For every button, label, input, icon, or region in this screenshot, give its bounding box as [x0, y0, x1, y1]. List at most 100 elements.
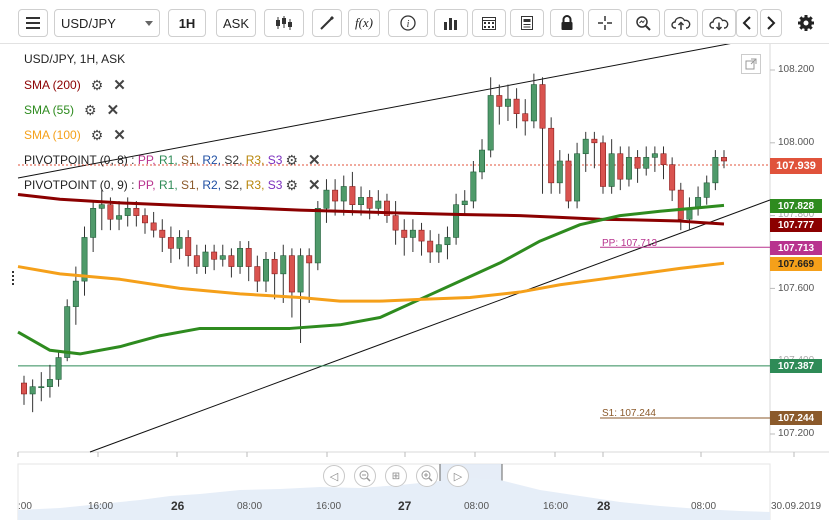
y-tick: 107.800: [778, 209, 815, 220]
pan-left-button[interactable]: ◁: [323, 465, 345, 487]
candle-body: [280, 255, 287, 275]
indicators-button[interactable]: [434, 9, 468, 37]
candle-body: [193, 255, 200, 267]
x-tick: 16:00: [543, 501, 569, 512]
x-tick: 08:00: [691, 501, 717, 512]
scroll-right-button[interactable]: [760, 9, 782, 37]
sma55-line: [17, 203, 725, 356]
navigator-area: [18, 478, 770, 520]
menu-button[interactable]: [18, 9, 48, 37]
x-tick: 26: [171, 499, 185, 513]
price-type-button[interactable]: ASK: [216, 9, 256, 37]
pan-right-button[interactable]: ▷: [447, 465, 469, 487]
chevron-right-icon: [767, 16, 776, 30]
candle-body: [522, 113, 529, 122]
close-icon[interactable]: ✕: [106, 102, 120, 119]
candle-body: [29, 386, 36, 395]
candle-body: [323, 189, 330, 209]
reset-zoom-button[interactable]: ⊞: [385, 465, 407, 487]
candle-body: [358, 197, 365, 205]
symbol-select[interactable]: USD/JPY: [54, 9, 160, 37]
scroll-left-button[interactable]: [736, 9, 758, 37]
zoom-in-button[interactable]: [416, 465, 438, 487]
pivot1-label: PIVOTPOINT (0, 8): [24, 153, 128, 167]
candle-body: [306, 255, 313, 264]
draw-button[interactable]: [312, 9, 342, 37]
candle-body: [185, 237, 192, 256]
gear-icon[interactable]: ⚙: [90, 126, 104, 143]
pivot2-label: PIVOTPOINT (0, 9): [24, 178, 128, 192]
close-icon[interactable]: ✕: [308, 177, 321, 194]
pivot-sep: :: [131, 178, 135, 192]
candle-body: [513, 98, 520, 114]
price-chart[interactable]: [0, 44, 829, 520]
candle-body: [427, 240, 434, 253]
chevron-down-icon: [145, 20, 153, 26]
pivot-r1: R1,: [158, 178, 178, 192]
zoom-button[interactable]: [626, 9, 660, 37]
info-icon: i: [400, 15, 416, 31]
popout-button[interactable]: [741, 54, 761, 74]
candle-body: [288, 255, 295, 293]
settings-button[interactable]: [794, 9, 818, 37]
legend-pivot1: PIVOTPOINT (0, 8) : PP, R1, S1, R2, S2, …: [24, 151, 321, 170]
pivot-s3: S3: [267, 153, 283, 167]
candle-body: [721, 157, 727, 162]
chart-type-button[interactable]: [264, 9, 304, 37]
download-button[interactable]: [702, 9, 736, 37]
candle-body: [634, 157, 641, 169]
close-icon[interactable]: ✕: [113, 77, 126, 94]
drag-handle-icon: [12, 271, 14, 285]
legend-pivot2: PIVOTPOINT (0, 9) : PP, R1, S1, R2, S2, …: [24, 176, 321, 195]
gear-icon[interactable]: ⚙: [285, 151, 299, 168]
candle-body: [608, 153, 615, 187]
crosshair-button[interactable]: [588, 9, 622, 37]
svg-text:i: i: [407, 19, 410, 30]
pivot-s1: S1,: [181, 153, 200, 167]
candle-body: [401, 229, 408, 238]
report-button[interactable]: [510, 9, 544, 37]
upload-button[interactable]: [664, 9, 698, 37]
gear-icon[interactable]: ⚙: [285, 176, 299, 193]
pivot-s3: S3: [267, 178, 283, 192]
candle-body: [479, 149, 486, 173]
candle-body: [228, 255, 235, 267]
gear-icon[interactable]: ⚙: [90, 76, 104, 93]
candle-body: [297, 255, 304, 293]
function-button[interactable]: f(x): [348, 9, 380, 37]
candle-body: [142, 215, 148, 224]
candle-body: [470, 171, 477, 202]
candle-body: [366, 197, 373, 209]
lock-icon: [561, 15, 573, 30]
zoom-out-icon: [359, 470, 371, 482]
y-tick: 108.200: [778, 64, 815, 75]
candle-body: [504, 98, 511, 107]
sma55-label: SMA (55): [24, 103, 75, 117]
panel-handle[interactable]: [11, 268, 17, 290]
zoom-out-button[interactable]: [354, 465, 376, 487]
sma100-line: [17, 261, 725, 303]
sma55-price-tag: 107.828: [770, 199, 822, 213]
x-tick: 27: [398, 499, 412, 513]
candle-body: [81, 237, 88, 282]
close-icon[interactable]: ✕: [113, 127, 126, 144]
candle-body: [548, 127, 555, 184]
candle-body: [375, 200, 382, 209]
close-icon[interactable]: ✕: [308, 152, 321, 169]
candle-body: [392, 215, 399, 231]
pivot-r3: R3,: [245, 178, 265, 192]
chart-area[interactable]: USD/JPY, 1H, ASK SMA (200) ⚙ ✕ SMA (55) ⚙…: [0, 44, 829, 520]
candle-body: [591, 138, 598, 144]
legend-sma200: SMA (200) ⚙ ✕: [24, 76, 126, 95]
gear-icon[interactable]: ⚙: [84, 101, 97, 118]
candle-body: [211, 251, 218, 260]
candle-body: [159, 229, 166, 238]
lock-button[interactable]: [550, 9, 584, 37]
function-icon: f(x): [354, 15, 374, 30]
info-button[interactable]: i: [388, 9, 428, 37]
calendar-button[interactable]: [472, 9, 506, 37]
zoom-in-icon: [421, 470, 433, 482]
timeframe-button[interactable]: 1H: [168, 9, 206, 37]
sma200-line: [17, 192, 725, 226]
triangle-right-icon: ▷: [453, 470, 463, 483]
